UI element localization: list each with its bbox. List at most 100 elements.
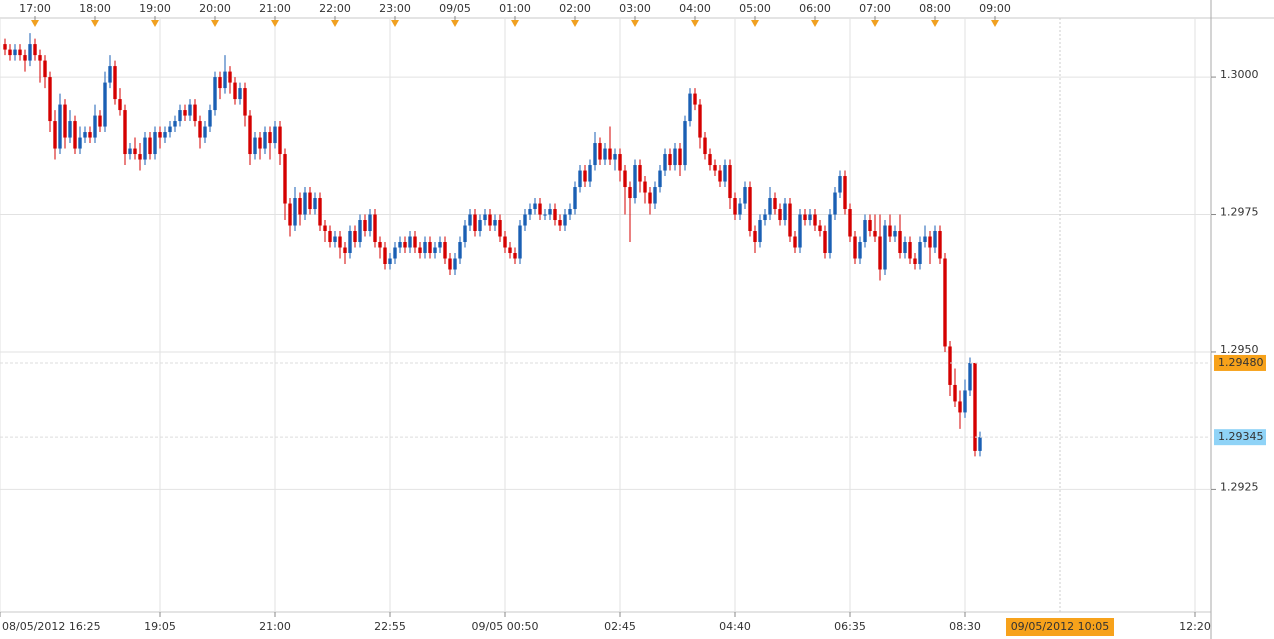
candle-body	[408, 236, 412, 248]
candle-body	[413, 236, 417, 248]
candle-body	[8, 49, 12, 56]
candle-body	[568, 209, 572, 215]
candle-body	[613, 154, 617, 160]
candle-body	[638, 165, 642, 182]
candle-body	[893, 231, 897, 237]
x-tick-label: 22:55	[374, 620, 406, 633]
candle-body	[578, 170, 582, 188]
candle-body	[358, 220, 362, 243]
x-tick-label: 06:35	[834, 620, 866, 633]
candle-body	[668, 154, 672, 166]
top-tick-label: 21:00	[259, 2, 291, 15]
candle-body	[583, 170, 587, 182]
candle-body	[153, 132, 157, 155]
candle-body	[853, 236, 857, 259]
candle-body	[218, 77, 222, 89]
candle-body	[858, 242, 862, 259]
candle-body	[158, 132, 162, 138]
x-tick-label: 21:00	[259, 620, 291, 633]
x-tick-label: 04:40	[719, 620, 751, 633]
top-tick-marker	[931, 20, 939, 27]
candle-body	[808, 214, 812, 221]
candle-body	[628, 187, 632, 199]
candle-body	[228, 71, 232, 83]
price-tag-box	[1214, 354, 1266, 371]
y-tick-label: 1.2950	[1220, 343, 1259, 356]
candle-body	[888, 225, 892, 237]
candle-body	[698, 104, 702, 138]
candle-body	[498, 220, 502, 237]
top-tick-label: 07:00	[859, 2, 891, 15]
candle-body	[723, 165, 727, 182]
candle-body	[353, 231, 357, 243]
candle-body	[23, 55, 27, 61]
candle-body	[643, 181, 647, 193]
candle-body	[293, 198, 297, 226]
top-tick-marker	[631, 20, 639, 27]
candle-body	[783, 203, 787, 221]
top-tick-marker	[571, 20, 579, 27]
candle-body	[113, 66, 117, 100]
top-tick-marker	[991, 20, 999, 27]
top-tick-label: 22:00	[319, 2, 351, 15]
candle-body	[908, 242, 912, 259]
candle-body	[373, 214, 377, 243]
candle-body	[798, 214, 802, 248]
candle-body	[863, 220, 867, 243]
top-tick-marker	[811, 20, 819, 27]
candle-body	[738, 203, 742, 215]
candle-body	[88, 132, 92, 138]
candle-body	[923, 236, 927, 243]
x-tick-label: 19:05	[144, 620, 176, 633]
candle-body	[433, 247, 437, 254]
candle-body	[78, 137, 82, 149]
candle-body	[503, 236, 507, 248]
top-tick-label: 04:00	[679, 2, 711, 15]
candle-body	[438, 242, 442, 248]
candle-body	[508, 247, 512, 254]
top-tick-label: 18:00	[79, 2, 111, 15]
x-tick-label: 08/05/2012 16:25	[2, 620, 101, 633]
candle-body	[93, 115, 97, 138]
price-tag-label: 1.29345	[1218, 430, 1264, 443]
candle-body	[313, 198, 317, 210]
top-tick-label: 09/05	[439, 2, 471, 15]
candle-body	[788, 203, 792, 237]
candle-body	[813, 214, 817, 226]
candle-body	[473, 214, 477, 232]
y-tick-label: 1.2975	[1220, 206, 1259, 219]
candle-body	[258, 137, 262, 149]
candle-body	[678, 148, 682, 166]
candle-body	[763, 214, 767, 221]
candle-body	[773, 198, 777, 210]
candle-body	[188, 104, 192, 116]
candle-body	[733, 198, 737, 215]
candle-body	[243, 88, 247, 116]
candle-body	[478, 220, 482, 232]
candle-body	[63, 104, 67, 138]
candle-body	[928, 236, 932, 248]
candle-body	[793, 236, 797, 248]
candle-body	[213, 77, 217, 111]
candle-body	[608, 148, 612, 160]
candle-body	[198, 121, 202, 138]
candle-body	[883, 225, 887, 270]
candle-body	[133, 148, 137, 155]
candle-body	[598, 143, 602, 160]
candle-body	[3, 44, 7, 50]
top-tick-label: 23:00	[379, 2, 411, 15]
candle-body	[963, 390, 967, 413]
top-tick-label: 19:00	[139, 2, 171, 15]
candle-body	[328, 231, 332, 243]
candle-body	[603, 148, 607, 160]
candle-body	[168, 126, 172, 133]
candle-body	[148, 137, 152, 155]
top-tick-label: 05:00	[739, 2, 771, 15]
candle-body	[943, 258, 947, 347]
candle-body	[288, 203, 292, 226]
candle-body	[588, 165, 592, 182]
candle-body	[253, 137, 257, 155]
candle-body	[128, 148, 132, 155]
candle-body	[43, 60, 47, 78]
top-tick-marker	[871, 20, 879, 27]
